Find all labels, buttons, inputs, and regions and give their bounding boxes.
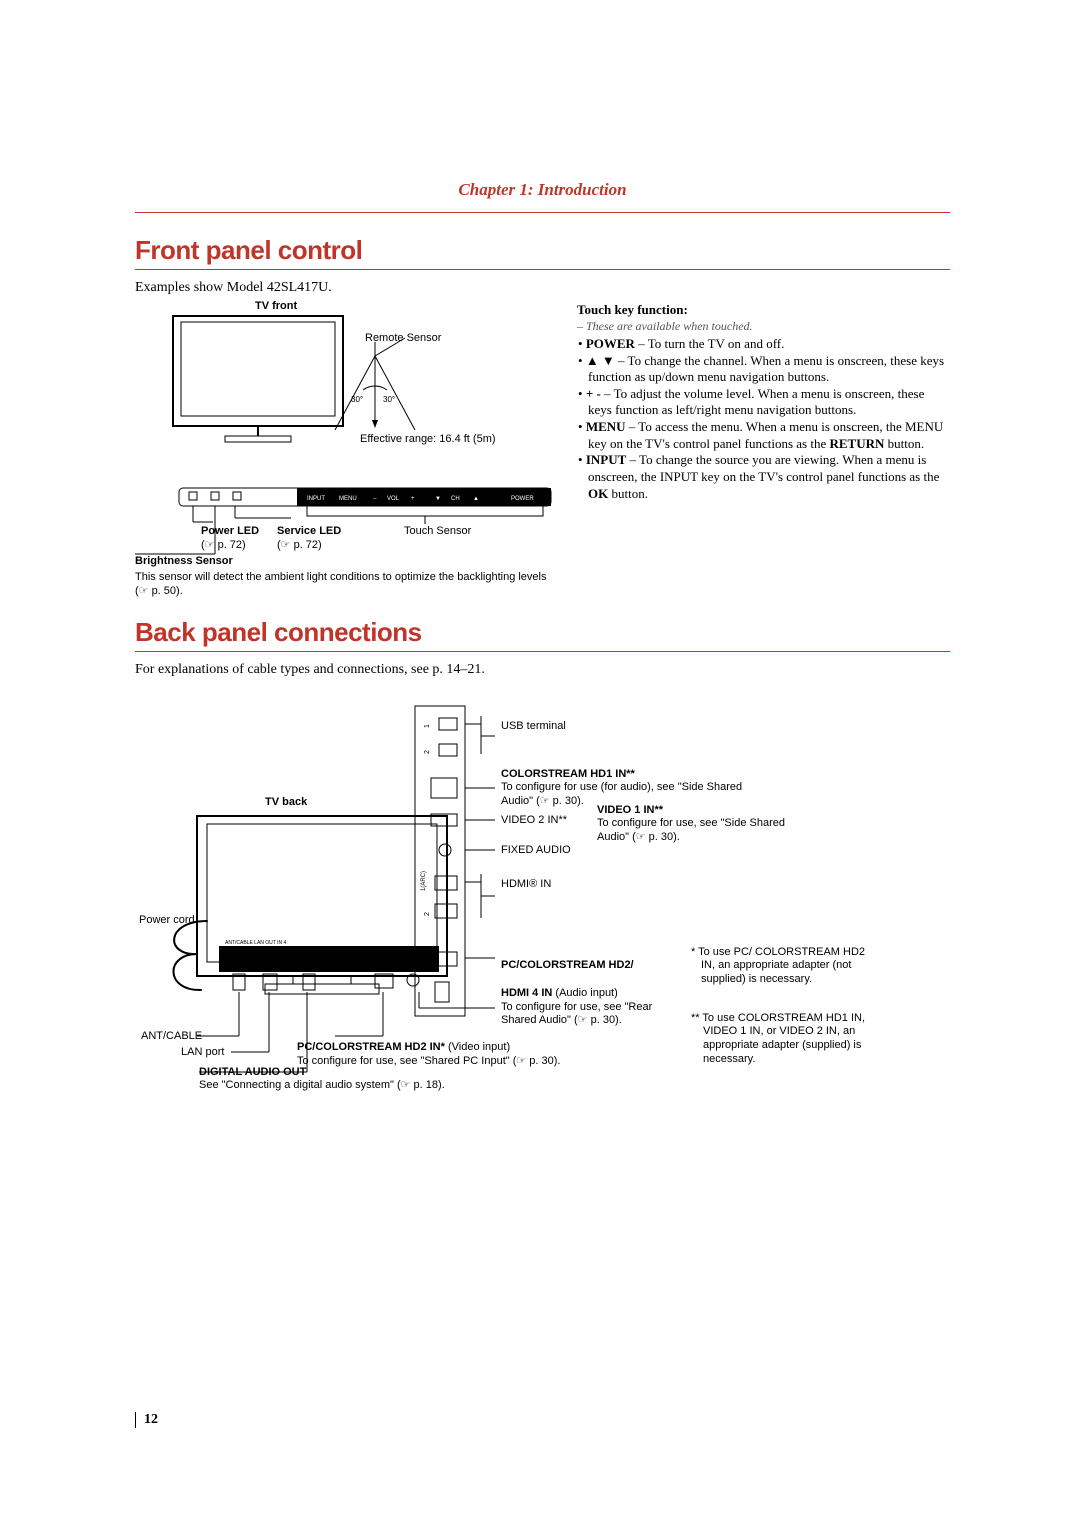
svg-text:1(ARC): 1(ARC) [421,871,427,891]
svg-text:MENU: MENU [339,496,357,502]
tv-front-label: TV front [255,300,297,312]
svg-text:INPUT: INPUT [307,496,325,502]
ok-label: OK [588,486,608,501]
hdmi-in-label: HDMI® IN [501,878,551,892]
arrows-text: – To change the channel. When a menu is … [588,353,944,385]
plusminus-text: – To adjust the volume level. When a men… [588,386,924,418]
svg-text:+: + [411,496,415,502]
service-led-label: Service LED [277,525,341,537]
pc-hd2-hdmi4-title1: PC/COLORSTREAM HD2/ [501,959,634,971]
video1-title: VIDEO 1 IN** [597,804,663,816]
footnote-1: * To use PC/ COLORSTREAM HD2 IN, an appr… [691,946,871,987]
brightness-sensor-text: This sensor will detect the ambient ligh… [135,570,555,599]
power-text: – To turn the TV on and off. [635,336,784,351]
usb-label: USB terminal [501,720,581,734]
arrows-label: ▲ ▼ [586,353,615,368]
touch-key-input: INPUT – To change the source you are vie… [578,452,950,502]
video1-text: To configure for use, see "Side Shared A… [597,817,785,843]
front-example-line: Examples show Model 42SL417U. [135,280,950,296]
touch-key-power: POWER – To turn the TV on and off. [578,336,950,353]
svg-text:30°: 30° [351,395,363,404]
svg-text:ANT/CABLE LAN OUT: ANT/CABLE LAN OUT IN 4 [225,940,287,946]
video1-block: VIDEO 1 IN** To configure for use, see "… [597,804,807,845]
front-diagram-col: 30° 30° INPUT MENU – VOL + ▼ CH ▲ [135,300,555,599]
section-title-back: Back panel connections [135,617,950,652]
touch-key-col: Touch key function: – These are availabl… [577,300,950,599]
pc-hd2-video-block: PC/COLORSTREAM HD2 IN* (Video input) To … [297,1028,657,1069]
powercord-label: Power cord [139,914,195,928]
svg-text:POWER: POWER [511,496,534,502]
power-label: POWER [586,336,635,351]
power-led-pref: (☞ p. 72) [201,538,246,551]
menu-label: MENU [586,419,626,434]
menu-text2: button. [884,436,924,451]
power-led-label: Power LED [201,525,259,537]
touch-key-vol: + - – To adjust the volume level. When a… [578,386,950,419]
brightness-sensor-label: Brightness Sensor [135,555,233,567]
fixed-audio-label: FIXED AUDIO [501,844,571,858]
pc-hd2-video-title: PC/COLORSTREAM HD2 IN* [297,1041,445,1053]
back-intro-text: For explanations of cable types and conn… [135,662,950,678]
pc-hd2-hdmi4-block: PC/COLORSTREAM HD2/ HDMI 4 IN (Audio inp… [501,946,681,1029]
front-two-col: 30° 30° INPUT MENU – VOL + ▼ CH ▲ [135,300,950,599]
svg-text:CH: CH [451,496,460,502]
input-text: – To change the source you are viewing. … [588,452,939,484]
effective-range-label: Effective range: 16.4 ft (5m) [360,433,496,445]
svg-text:2: 2 [424,912,431,916]
page-number: 12 [135,1412,158,1428]
tv-front-diagram: 30° 30° INPUT MENU – VOL + ▼ CH ▲ [135,300,555,570]
touch-sensor-label: Touch Sensor [404,525,471,537]
pc-hd2-hdmi4-title2: HDMI 4 IN [501,987,555,999]
svg-text:▼: ▼ [435,496,441,502]
touch-key-subtitle: – These are available when touched. [577,319,950,334]
video2-label: VIDEO 2 IN** [501,814,567,828]
section-title-front: Front panel control [135,235,950,270]
chapter-header: Chapter 1: Introduction [135,180,950,200]
digital-audio-text: See "Connecting a digital audio system" … [199,1079,445,1091]
digital-audio-title: DIGITAL AUDIO OUT [199,1066,306,1078]
remote-sensor-label: Remote Sensor [365,332,441,344]
tv-back-diagram: 1 2 1(ARC) 2 3 ANT/CABLE LAN OUT IN 4 [135,696,950,1176]
touch-key-arrows: ▲ ▼ – To change the channel. When a menu… [578,353,950,386]
colorstream-hd1-title: COLORSTREAM HD1 IN** [501,768,635,780]
return-label: RETURN [829,436,884,451]
svg-text:▲: ▲ [473,496,479,502]
tv-back-label: TV back [265,796,307,810]
svg-text:2: 2 [424,750,431,754]
antcable-label: ANT/CABLE [141,1030,202,1044]
input-label: INPUT [586,452,626,467]
chapter-divider [135,212,950,213]
touch-key-heading: Touch key function: [577,302,950,319]
plusminus-label: + - [586,386,601,401]
digital-audio-block: DIGITAL AUDIO OUT See "Connecting a digi… [199,1066,619,1094]
service-led-pref: (☞ p. 72) [277,538,322,551]
svg-text:30°: 30° [383,395,395,404]
input-text2: button. [608,486,648,501]
lan-label: LAN port [181,1046,224,1060]
touch-key-menu: MENU – To access the menu. When a menu i… [578,419,950,452]
footnote-2: ** To use COLORSTREAM HD1 IN, VIDEO 1 IN… [691,1012,871,1067]
svg-text:1: 1 [424,724,431,728]
touch-key-list: POWER – To turn the TV on and off. ▲ ▼ –… [578,336,950,502]
svg-text:VOL: VOL [387,496,400,502]
